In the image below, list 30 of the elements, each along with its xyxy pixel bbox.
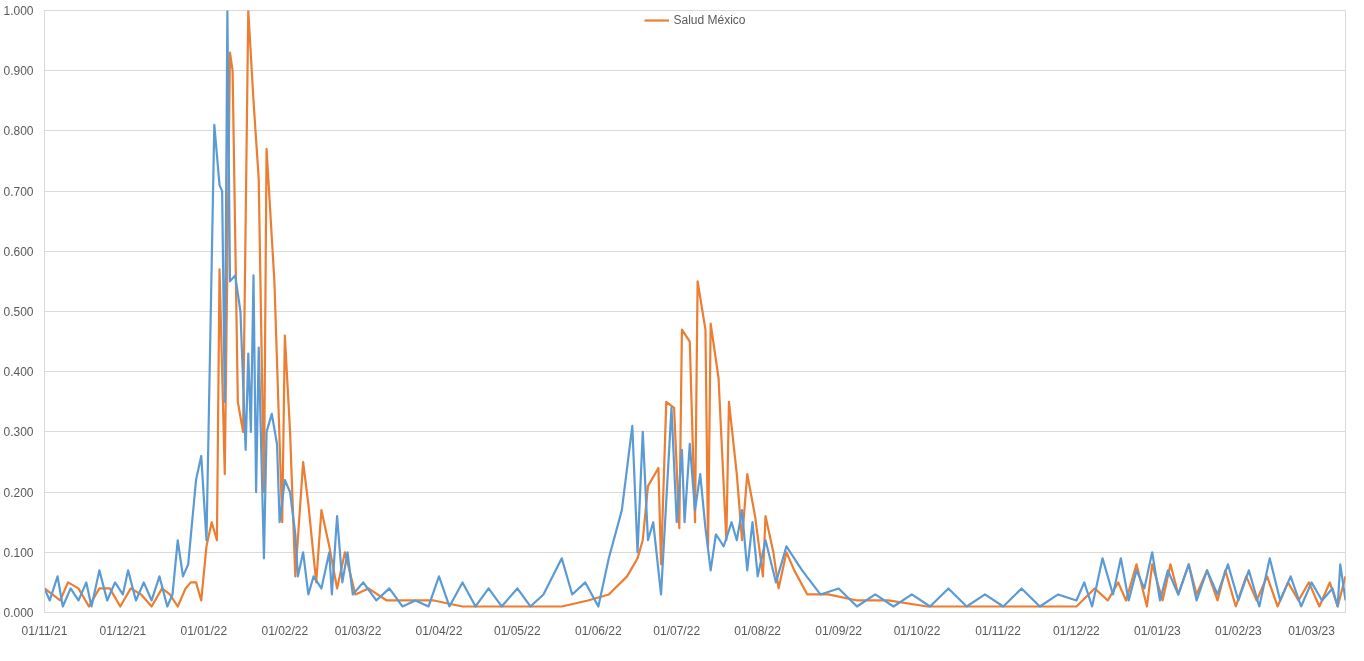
x-tick-label: 01/05/22 xyxy=(494,623,542,638)
line-series xyxy=(44,10,1346,608)
x-tick-label: 01/02/23 xyxy=(1215,623,1263,638)
y-tick-label: 1.000 xyxy=(3,4,34,18)
x-tick-label: 01/12/21 xyxy=(99,623,147,638)
y-tick-label: 0.700 xyxy=(3,184,34,199)
x-tick-label: 01/09/22 xyxy=(815,623,863,638)
x-tick-label: 01/11/21 xyxy=(21,623,68,638)
x-tick-label: 01/02/22 xyxy=(261,623,309,638)
y-tick-label: 0.000 xyxy=(3,606,34,620)
x-tick-label: 01/08/22 xyxy=(734,623,782,638)
x-tick-label: 01/04/22 xyxy=(415,623,463,638)
y-tick-label: 0.900 xyxy=(3,64,34,79)
y-tick-label: 0.100 xyxy=(3,545,34,560)
x-tick-label: 01/01/23 xyxy=(1134,623,1182,638)
y-tick-label: 0.400 xyxy=(3,365,34,380)
y-tick-label: 0.500 xyxy=(3,305,34,319)
x-tick-label: 01/01/22 xyxy=(180,623,228,638)
x-tick-label: 01/06/22 xyxy=(574,623,623,638)
legend-label: Salud México xyxy=(673,13,746,27)
x-tick-label: 01/07/22 xyxy=(653,623,701,638)
y-tick-label: 0.300 xyxy=(3,425,34,440)
y-tick-label: 0.800 xyxy=(3,124,34,139)
x-tick-label: 01/03/22 xyxy=(334,623,382,638)
x-tick-label: 01/11/22 xyxy=(975,623,1022,638)
x-tick-label: 01/12/22 xyxy=(1053,623,1101,638)
x-tick-label: 01/10/22 xyxy=(893,623,941,638)
y-tick-label: 0.600 xyxy=(3,244,34,259)
x-tick-label: 01/03/23 xyxy=(1288,623,1336,638)
y-tick-label: 0.200 xyxy=(3,485,34,500)
